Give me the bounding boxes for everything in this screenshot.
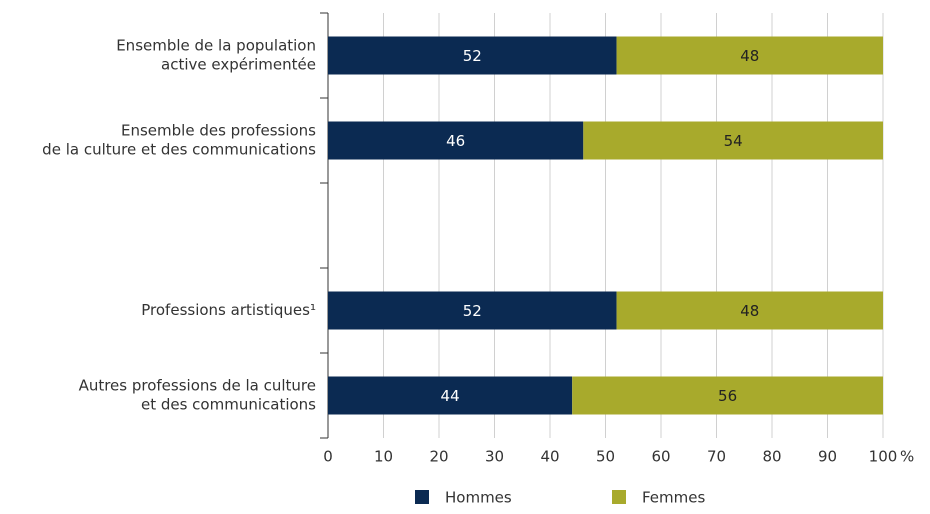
- y-tick-label: Professions artistiques¹: [141, 301, 316, 319]
- x-tick-label: 80: [762, 448, 781, 466]
- bar: [328, 36, 617, 75]
- data-label: 52: [463, 302, 482, 320]
- y-tick-label: et des communications: [141, 396, 316, 414]
- data-label: 52: [463, 47, 482, 65]
- bar: [616, 36, 883, 75]
- x-tick-label: 20: [429, 448, 448, 466]
- legend-label: Femmes: [642, 489, 705, 507]
- x-tick-label: 10: [374, 448, 393, 466]
- x-unit: %: [900, 448, 914, 466]
- y-tick-label: Autres professions de la culture: [79, 377, 316, 395]
- y-tick-label: Ensemble des professions: [121, 122, 316, 140]
- data-label: 46: [446, 132, 465, 150]
- legend-swatch: [612, 490, 626, 504]
- bar: [328, 121, 584, 160]
- x-tick-label: 60: [651, 448, 670, 466]
- data-label: 48: [740, 302, 759, 320]
- x-tick-label: 90: [818, 448, 837, 466]
- legend-label: Hommes: [445, 489, 512, 507]
- x-tick-label: 100: [869, 448, 898, 466]
- x-tick-label: 40: [540, 448, 559, 466]
- data-label: 54: [724, 132, 743, 150]
- bar: [328, 376, 573, 415]
- x-tick-label: 30: [485, 448, 504, 466]
- bar: [328, 291, 617, 330]
- y-tick-label: Ensemble de la population: [116, 37, 316, 55]
- y-tick-label: de la culture et des communications: [42, 141, 316, 159]
- data-label: 44: [441, 387, 460, 405]
- x-tick-label: 0: [323, 448, 333, 466]
- legend-swatch: [415, 490, 429, 504]
- x-tick-label: 70: [707, 448, 726, 466]
- data-label: 48: [740, 47, 759, 65]
- y-tick-label: active expérimentée: [161, 56, 316, 74]
- x-tick-label: 50: [596, 448, 615, 466]
- bar: [616, 291, 883, 330]
- bar: [572, 376, 883, 415]
- data-label: 56: [718, 387, 737, 405]
- bar: [583, 121, 883, 160]
